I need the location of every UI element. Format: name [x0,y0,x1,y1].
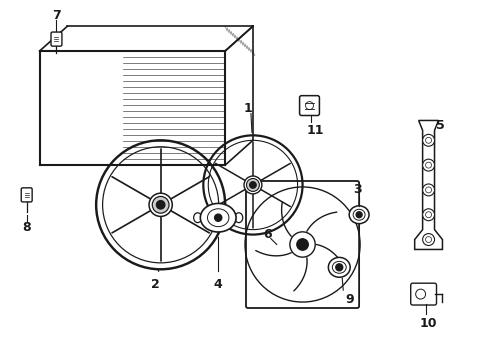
FancyBboxPatch shape [51,32,62,46]
Polygon shape [415,121,442,249]
Text: 11: 11 [307,124,324,137]
Circle shape [244,176,262,194]
Text: 7: 7 [52,9,61,22]
Circle shape [297,239,308,250]
FancyBboxPatch shape [299,96,319,116]
Text: 9: 9 [345,293,353,306]
FancyBboxPatch shape [411,283,437,305]
Ellipse shape [328,257,350,277]
Text: 3: 3 [353,184,362,197]
Circle shape [149,193,172,216]
Text: 10: 10 [420,318,437,330]
Text: 8: 8 [23,221,31,234]
Text: 2: 2 [151,278,160,291]
Ellipse shape [349,206,369,224]
Circle shape [246,179,259,192]
Text: 1: 1 [244,102,252,115]
Text: 6: 6 [264,228,272,241]
FancyBboxPatch shape [21,188,32,202]
Circle shape [250,182,256,188]
FancyBboxPatch shape [246,181,359,308]
Ellipse shape [235,213,243,222]
Circle shape [422,159,435,171]
Ellipse shape [200,203,236,232]
Circle shape [422,134,435,146]
Circle shape [422,184,435,196]
Circle shape [356,212,362,218]
Text: 5: 5 [436,119,445,132]
Text: 4: 4 [214,278,222,291]
Circle shape [152,197,169,213]
Circle shape [422,209,435,221]
Circle shape [290,232,315,257]
Circle shape [422,234,435,246]
Ellipse shape [194,213,202,222]
Circle shape [215,214,222,221]
Circle shape [336,264,343,271]
Circle shape [156,201,165,209]
